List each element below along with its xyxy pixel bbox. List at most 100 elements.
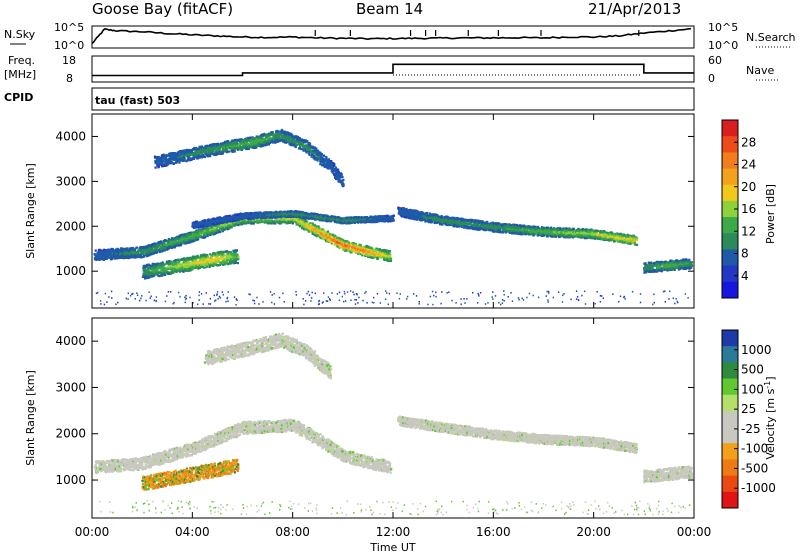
power-pixel-1470 (341, 174, 343, 176)
frequency-panel: Freq. [MHz] 18 8 60 0 Nave (4, 54, 780, 85)
power-pixel-1213 (308, 151, 310, 153)
noise-series (92, 29, 691, 44)
power-pixel-8 (154, 156, 156, 158)
power-pixel-2598 (234, 225, 236, 227)
power-pixel-2112 (172, 246, 174, 248)
power-pixel-1086 (291, 136, 293, 138)
power-pixel-509 (218, 148, 220, 150)
power-pixel-1691 (119, 250, 121, 252)
power-pixel-1151 (299, 138, 301, 140)
power-pixel-3530 (352, 246, 354, 248)
power-pixel-881 (265, 144, 267, 146)
power-pixel-2038 (164, 249, 166, 251)
power-pixel-1349 (325, 157, 327, 159)
power-pixel-1411 (332, 172, 334, 174)
power-pixel-4004 (213, 218, 215, 220)
power-pixel-1565 (103, 249, 105, 251)
power-pixel-188 (177, 158, 179, 160)
freq-label-2: [MHz] (4, 68, 36, 81)
power-pixel-870 (263, 133, 265, 135)
power-pixel-728 (245, 145, 247, 147)
power-pixel-1168 (301, 144, 303, 146)
cpid-value: tau (fast) 503 (95, 94, 180, 107)
power-pixel-3192 (309, 222, 311, 224)
noise-panel: N.Sky 10^5 10^0 10^5 10^0 N.Search (4, 21, 796, 52)
power-pixel-2570 (231, 226, 233, 228)
freq-left-tick-bottom: 8 (66, 72, 73, 85)
power-pixel-619 (232, 139, 234, 141)
power-pixel-346 (197, 157, 199, 159)
power-pixel-427 (208, 154, 210, 156)
power-pixel-3499 (348, 247, 350, 249)
power-pixel-3229 (313, 229, 315, 231)
power-pixel-1574 (104, 253, 106, 255)
power-pixel-370 (201, 146, 203, 148)
power-pixel-2738 (253, 222, 255, 224)
freq-left-tick-top: 18 (62, 54, 76, 67)
power-pixel-1394 (330, 162, 332, 164)
power-pixel-1502 (95, 255, 97, 257)
power-pixel-764 (250, 140, 252, 142)
beam-title: Beam 14 (356, 0, 423, 18)
power-pixel-685 (241, 138, 243, 140)
noise-right-label: N.Search (746, 31, 796, 44)
power-pixel-2321 (200, 236, 202, 238)
power-pixel-979 (277, 134, 279, 136)
power-pixel-1525 (98, 249, 100, 251)
power-pixel-3714 (375, 250, 377, 252)
noise-left-tick-bottom: 10^0 (54, 39, 84, 52)
power-pixel-942 (273, 135, 275, 137)
freq-label-1: Freq. (8, 54, 35, 67)
power-pixel-1227 (309, 143, 311, 145)
power-pixel-1750 (127, 248, 129, 250)
power-pixel-1240 (311, 156, 313, 158)
power-pixel-1599 (107, 249, 109, 251)
power-pixel-3623 (364, 250, 366, 252)
power-pixel-1457 (338, 171, 340, 173)
power-pixel-476 (213, 153, 215, 155)
power-pixel-2474 (218, 231, 220, 233)
power-pixel-4175 (235, 218, 237, 220)
power-pixel-1480 (341, 176, 343, 178)
power-pixel-791 (254, 147, 256, 149)
power-pixel-1447 (337, 169, 339, 171)
power-pixel-854 (261, 134, 263, 136)
nave-label: Nave (746, 64, 774, 77)
power-pixel-656 (236, 145, 238, 147)
power-pixel-3517 (351, 250, 353, 252)
power-pixel-638 (234, 147, 236, 149)
noise-left-tick-top: 10^5 (54, 21, 84, 34)
power-pixel-3165 (306, 220, 308, 222)
power-pixel-3275 (319, 229, 321, 231)
frequency-series (92, 64, 694, 75)
power-pixel-1822 (136, 247, 138, 249)
power-pixel-1075 (290, 143, 292, 145)
power-pixel-1994 (159, 251, 161, 253)
noise-right-tick-top: 10^5 (708, 21, 738, 34)
power-pixel-6 (155, 167, 157, 169)
power-pixel-388 (204, 156, 206, 158)
power-pixel-1371 (328, 159, 330, 161)
power-pixel-1488 (95, 250, 97, 252)
power-pixel-4274 (247, 218, 249, 220)
power-pixel-2312 (197, 238, 199, 240)
power-pixel-2086 (169, 246, 171, 248)
power-pixel-3323 (327, 231, 329, 233)
power-pixel-3644 (367, 248, 369, 250)
cpid-label: CPID (4, 91, 33, 104)
power-pixel-2247 (189, 241, 191, 243)
power-pixel-584 (227, 146, 229, 148)
power-pixel-3630 (366, 252, 368, 254)
power-pixel-3536 (353, 242, 355, 244)
power-pixel-2177 (180, 234, 182, 236)
noise-left-label: N.Sky (4, 28, 36, 41)
power-pixel-3545 (354, 250, 356, 252)
power-pixel-635 (234, 150, 236, 152)
power-pixel-191 (178, 162, 180, 164)
power-pixel-3048 (292, 222, 294, 224)
power-pixel-1219 (309, 154, 311, 156)
power-pixel-3784 (384, 259, 386, 261)
power-pixel-3496 (348, 242, 350, 244)
